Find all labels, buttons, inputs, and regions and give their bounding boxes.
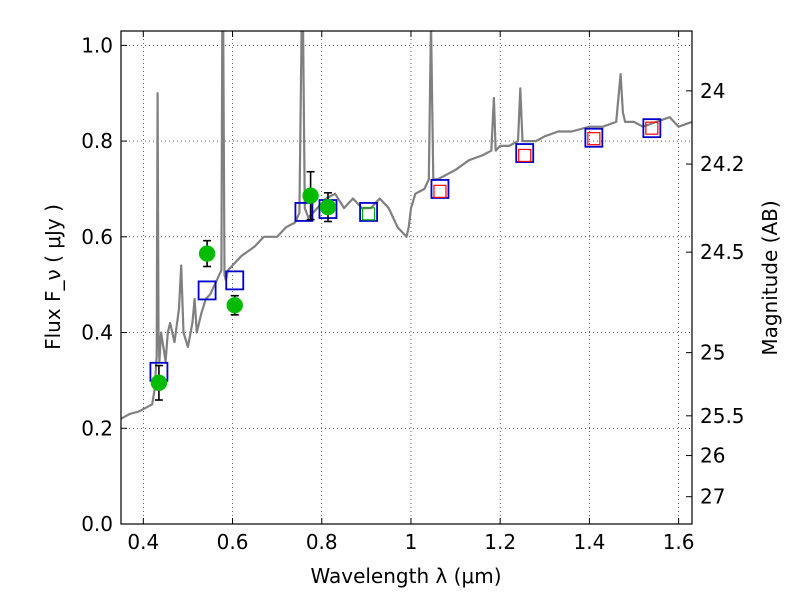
x-tick-label: 1.2 [484,530,516,554]
plot-frame [120,30,693,525]
observed-point [226,297,244,314]
template-spectrum [121,31,692,420]
model-box [294,202,314,222]
x-tick-label: 1.6 [663,530,695,554]
x-tick-label: 0.6 [217,530,249,554]
x-tick-label: 1 [405,530,418,554]
spectrum-line [121,31,692,420]
band-marker [645,121,659,135]
model-box-markers [149,118,662,382]
band-marker [361,207,376,221]
right-tick-label: 24.2 [700,152,745,176]
axis-ticks: 0.4 0.6 0.8 1 1.2 1.4 1.6 0.0 0.2 0.4 0.6 0.8 1.0 24 2… [81,31,745,554]
model-box [515,143,535,163]
band-marker [587,132,601,146]
y-tick-label: 0.6 [81,225,113,249]
model-box [197,280,217,301]
y-tick-label: 0.4 [81,321,113,345]
observed-point [198,245,216,262]
model-box [359,202,378,222]
right-axis-title: Magnitude (AB) [758,200,782,355]
model-box [430,179,450,199]
y-tick-label: 0.0 [81,512,113,536]
observed-points [150,170,337,401]
right-tick-label: 25.5 [700,404,745,428]
observed-point [150,374,168,392]
y-tick-label: 0.8 [81,129,113,153]
x-axis-title: Wavelength λ (μm) [310,564,501,588]
right-tick-label: 25 [700,341,725,365]
x-tick-label: 0.8 [306,530,338,554]
right-tick-label: 27 [700,485,725,509]
model-box [225,270,245,291]
observed-point [302,187,319,204]
band-marker [433,184,447,198]
x-tick-label: 1.4 [573,530,605,554]
model-box [584,127,604,148]
observed-point [319,198,337,216]
y-axis-title: Flux F_ν ( μJy ) [41,204,65,350]
right-tick-label: 24.5 [700,240,745,264]
band-marker [518,148,532,163]
right-tick-label: 24 [700,79,725,103]
y-tick-label: 0.2 [81,416,113,440]
y-tick-label: 1.0 [81,33,113,57]
x-tick-label: 0.4 [127,530,159,554]
right-tick-label: 26 [700,444,725,468]
model-box [642,118,662,139]
